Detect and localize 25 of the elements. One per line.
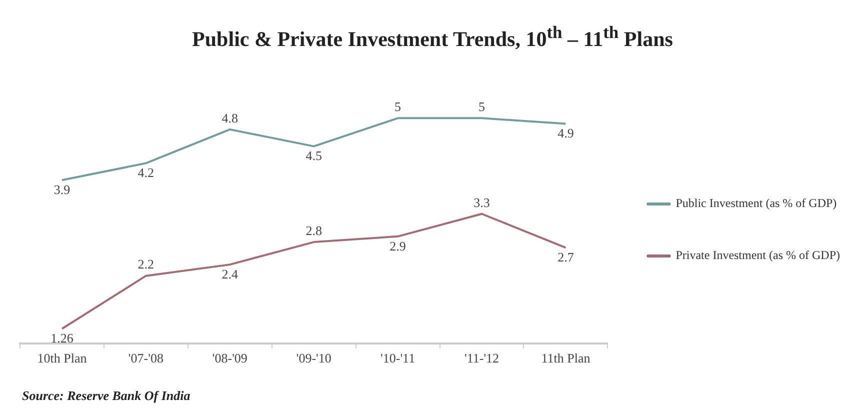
legend-label: Private Investment (as % of GDP)	[676, 248, 840, 262]
x-tick-label: '11-'12	[464, 350, 500, 366]
data-label: 5	[394, 99, 402, 114]
data-label: 4.8	[222, 110, 238, 126]
data-label: 4.2	[138, 165, 154, 180]
data-label: 3.9	[54, 182, 70, 198]
data-label: 2.2	[138, 256, 154, 272]
data-label: 2.9	[390, 238, 406, 254]
chart-title: Public & Private Investment Trends, 10$^{th}$ – 11$^{th}$ Plans	[191, 22, 674, 52]
data-label: 4.5	[306, 148, 322, 164]
data-label: 2.8	[306, 222, 322, 238]
x-tick-label: '10-'11	[380, 350, 416, 366]
data-label: 3.3	[474, 194, 490, 210]
data-label: 4.9	[558, 126, 574, 141]
data-label: 2.7	[558, 250, 574, 265]
x-tick-label: '08-'09	[212, 350, 248, 366]
x-tick-label: 11th Plan	[541, 350, 591, 366]
x-tick-label: '07-'08	[128, 350, 164, 366]
x-tick-label: 10th Plan	[37, 350, 88, 366]
data-label: 1.26	[50, 330, 74, 346]
data-label: 2.4	[222, 266, 239, 282]
x-tick-label: '09-'10	[296, 350, 332, 366]
data-label: 5	[478, 99, 486, 114]
legend-label: Public Investment (as % of GDP)	[676, 196, 837, 210]
source-note: Source: Reserve Bank Of India	[22, 388, 190, 404]
